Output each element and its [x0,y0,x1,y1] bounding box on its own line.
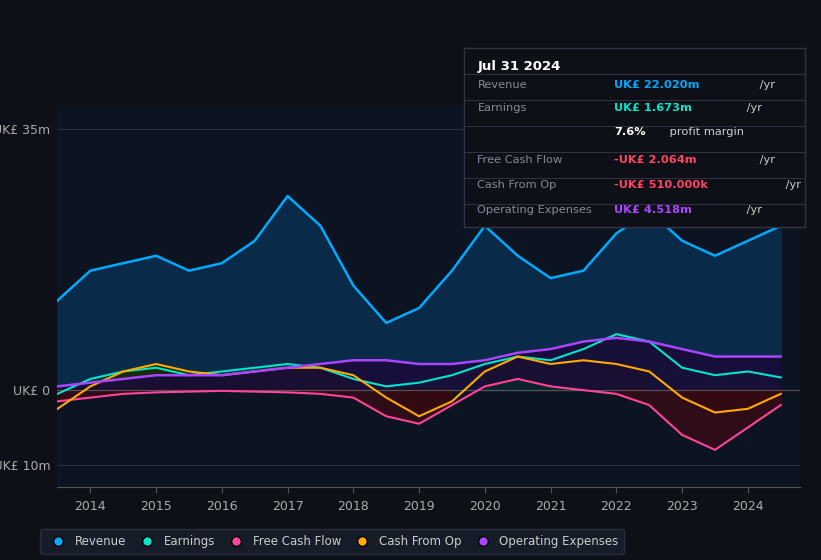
Text: /yr: /yr [743,206,762,215]
Text: UK£ 4.518m: UK£ 4.518m [614,206,691,215]
Text: UK£ 22.020m: UK£ 22.020m [614,80,699,90]
Text: Earnings: Earnings [478,103,527,113]
Text: /yr: /yr [756,80,775,90]
Text: Free Cash Flow: Free Cash Flow [478,155,562,165]
Text: 7.6%: 7.6% [614,127,645,137]
Text: Cash From Op: Cash From Op [478,180,557,190]
Text: Jul 31 2024: Jul 31 2024 [478,60,561,73]
Text: -UK£ 2.064m: -UK£ 2.064m [614,155,696,165]
Legend: Revenue, Earnings, Free Cash Flow, Cash From Op, Operating Expenses: Revenue, Earnings, Free Cash Flow, Cash … [40,529,625,554]
Text: profit margin: profit margin [666,127,744,137]
Text: UK£ 1.673m: UK£ 1.673m [614,103,691,113]
Text: Revenue: Revenue [478,80,527,90]
Text: -UK£ 510.000k: -UK£ 510.000k [614,180,708,190]
Text: /yr: /yr [756,155,775,165]
Text: Operating Expenses: Operating Expenses [478,206,592,215]
Text: /yr: /yr [743,103,762,113]
Text: /yr: /yr [782,180,801,190]
